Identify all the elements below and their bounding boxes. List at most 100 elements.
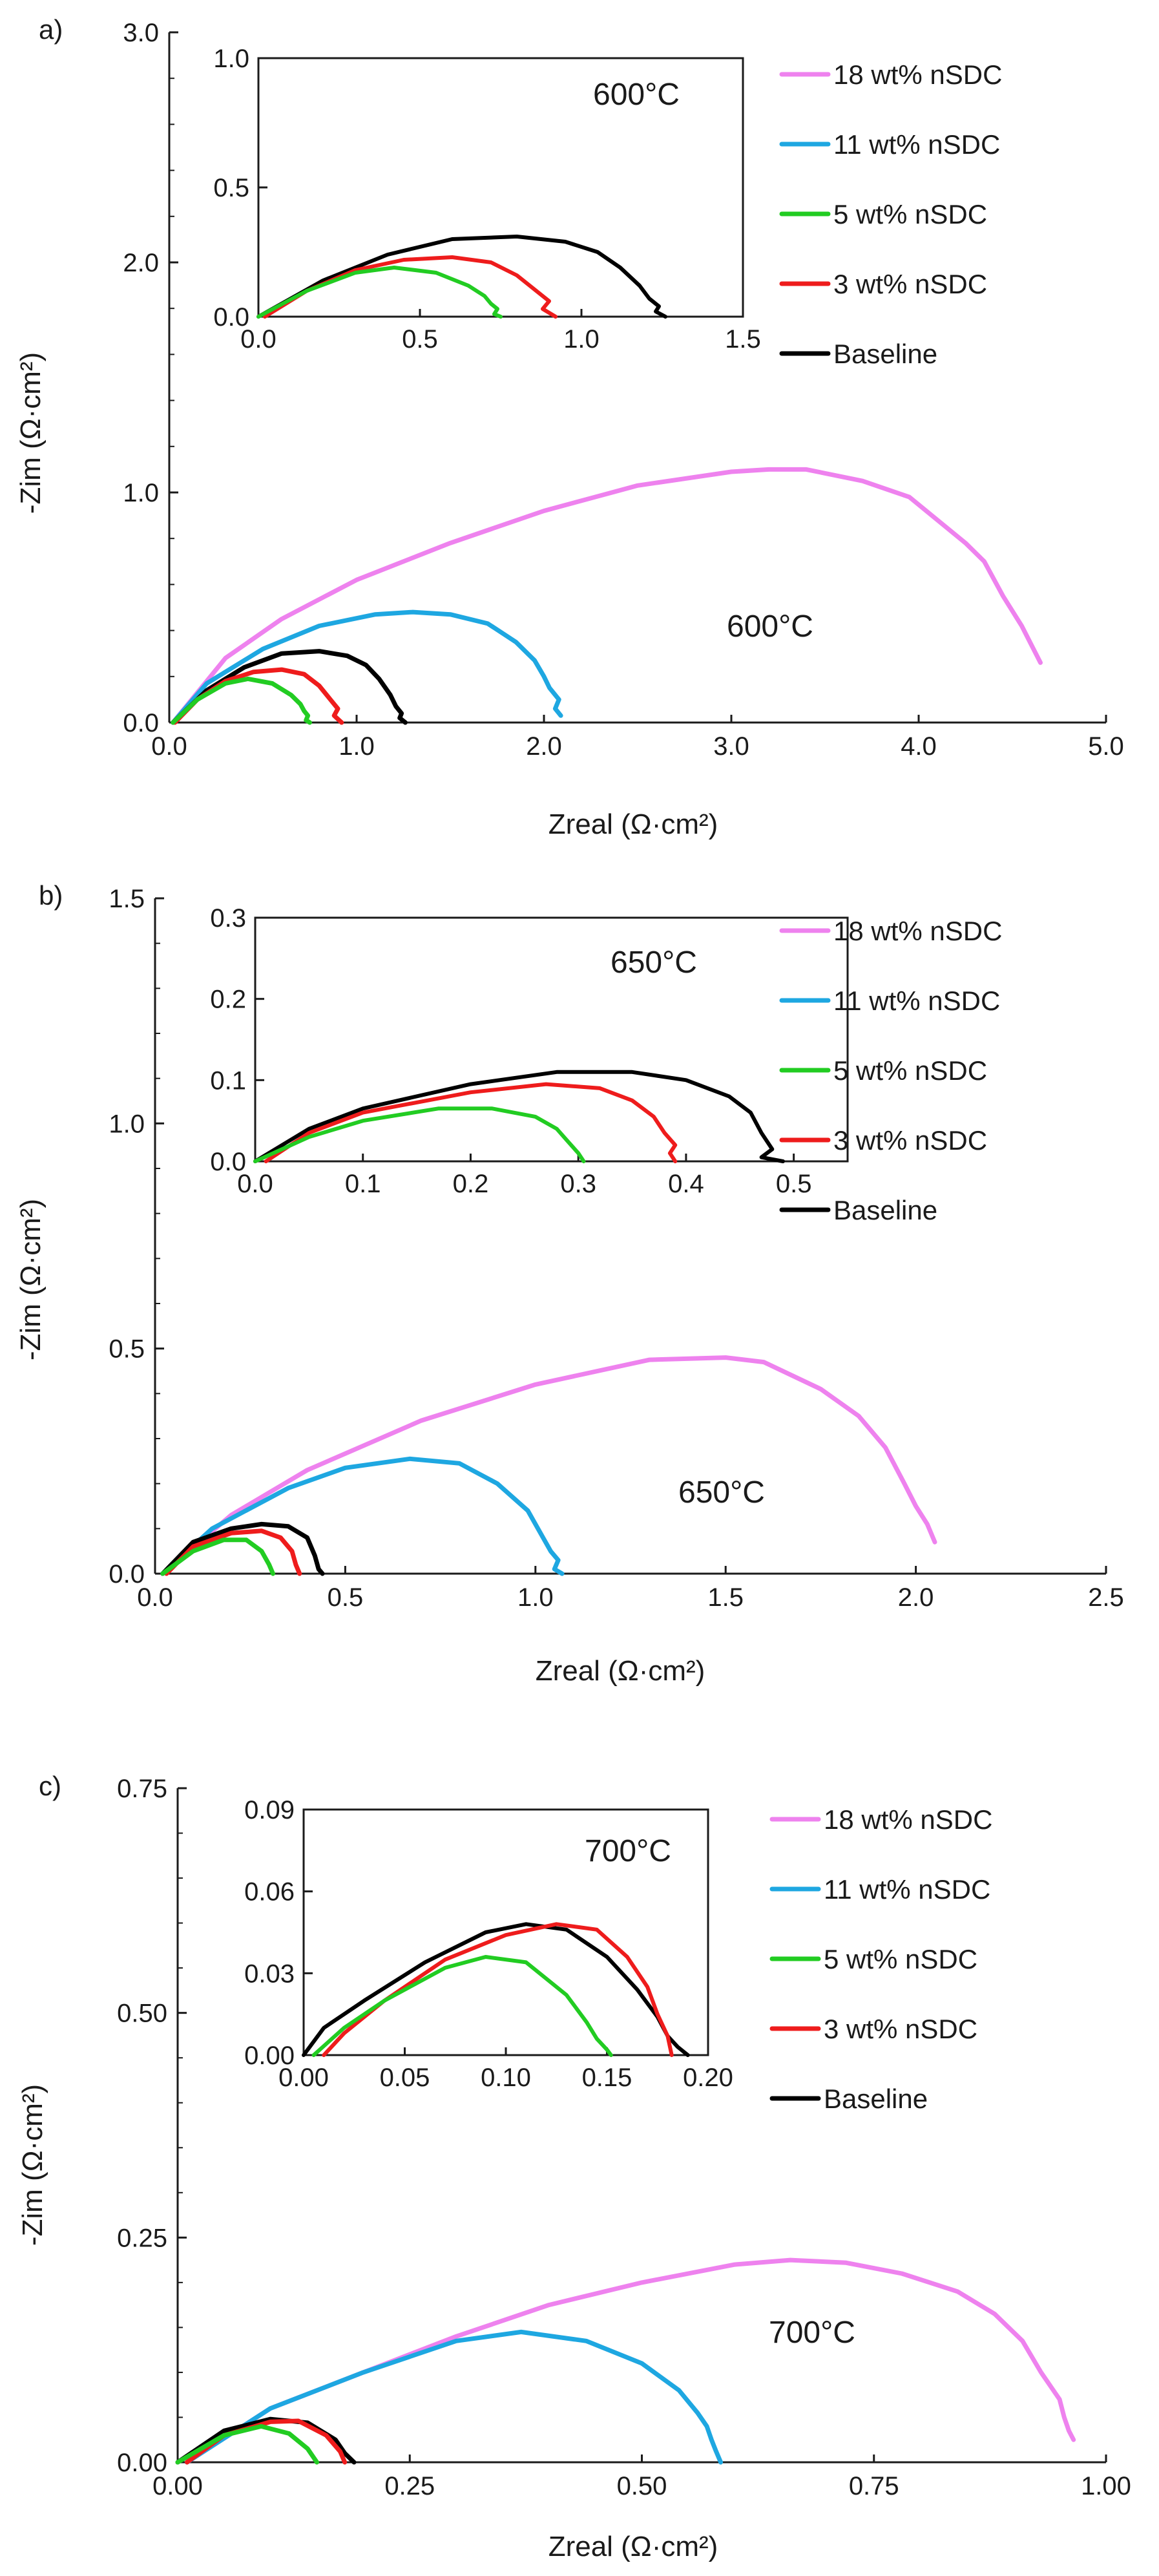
chart-4-x-tick-label: 0.00 — [152, 2472, 203, 2500]
panel-b-inset-temperature-label: 650°C — [611, 945, 697, 980]
chart-3-y-tick-label: 0.1 — [210, 1066, 246, 1095]
chart-5-x-tick-label: 0.10 — [481, 2064, 531, 2092]
chart-4-y-tick-label: 0.50 — [117, 2000, 167, 2028]
chart-2-series-baseline — [160, 1521, 325, 1576]
chart-0-series-18-wt-nsdc — [171, 467, 1043, 725]
legend-a-entry-11-wt-nsdc: 11 wt% nSDC — [833, 129, 1000, 160]
chart-3-y-tick-label: 0.0 — [210, 1148, 246, 1176]
chart-1-x-tick-label: 1.5 — [725, 325, 761, 354]
chart-0-y-tick-label: 3.0 — [123, 19, 159, 47]
chart-4-y-tick-label: 0.75 — [117, 1775, 167, 1803]
chart-1-y-tick-label: 1.0 — [213, 45, 249, 73]
chart-1-series-baseline — [256, 235, 667, 319]
chart-0-series-baseline — [171, 649, 408, 725]
legend-c-entry-baseline: Baseline — [824, 2084, 928, 2114]
chart-5-x-tick-label: 0.05 — [380, 2064, 430, 2092]
chart-4-series-baseline — [175, 2416, 357, 2465]
panel-a-chart: a) -Zim (Ω·cm²) Zreal (Ω·cm²) 600°C 0.0 1… — [15, 14, 1124, 840]
chart-3-x-tick-label: 0.1 — [345, 1170, 381, 1198]
chart-4-series-11-wt-nsdc — [184, 2329, 724, 2465]
chart-2-series-5-wt-nsdc — [160, 1537, 275, 1576]
chart-5-inset-frame — [302, 1808, 709, 2056]
chart-5-series-5-wt-nsdc — [311, 1955, 613, 2057]
chart-2-series-11-wt-nsdc — [160, 1456, 565, 1576]
chart-5-y-tick-label: 0.06 — [244, 1878, 295, 1906]
chart-0-x-tick-label: 1.0 — [339, 732, 375, 761]
legend-b-entry-18-wt-nsdc: 18 wt% nSDC — [833, 916, 1002, 946]
chart-1-x-tick-label: 0.0 — [240, 325, 277, 354]
chart-2-x-tick-label: 1.0 — [517, 1583, 554, 1612]
legend-a-entry-5-wt-nsdc: 5 wt% nSDC — [833, 199, 987, 229]
chart-5-y-tick-label: 0.09 — [244, 1796, 295, 1824]
chart-5-y-tick-label: 0.03 — [244, 1959, 295, 1988]
chart-3-x-tick-label: 0.2 — [453, 1170, 489, 1198]
chart-1-y-tick-label: 0.0 — [213, 303, 249, 332]
chart-4-series-18-wt-nsdc — [184, 2257, 1076, 2465]
chart-0-y-tick-label: 0.0 — [123, 709, 159, 737]
legend-a-entry-baseline: Baseline — [833, 339, 937, 369]
chart-4-x-tick-label: 0.25 — [384, 2472, 435, 2500]
legend-c-entry-5-wt-nsdc: 5 wt% nSDC — [824, 1944, 977, 1974]
chart-5-x-tick-label: 0.20 — [683, 2064, 733, 2092]
chart-0-series-5-wt-nsdc — [171, 676, 312, 725]
chart-4-x-tick-label: 0.75 — [849, 2472, 899, 2500]
chart-2-x-tick-label: 2.5 — [1088, 1583, 1124, 1612]
panel-c-temperature-label: 700°C — [769, 2316, 855, 2350]
panel-a-inset-temperature-label: 600°C — [593, 78, 680, 112]
panel-b-chart: b) -Zim (Ω·cm²) Zreal (Ω·cm²) 650°C 0.0 0… — [15, 880, 1124, 1687]
panel-a-y-axis-label: -Zim (Ω·cm²) — [15, 352, 47, 514]
panel-a-label: a) — [39, 14, 63, 45]
panel-b-temperature-label: 650°C — [678, 1475, 765, 1510]
chart-2-series-18-wt-nsdc — [160, 1355, 937, 1576]
panel-c-inset-temperature-label: 700°C — [585, 1834, 671, 1868]
chart-3-x-tick-label: 0.4 — [668, 1170, 704, 1198]
chart-5-x-tick-label: 0.15 — [582, 2064, 632, 2092]
chart-3-series-5-wt-nsdc — [253, 1106, 586, 1163]
legend-b-entry-11-wt-nsdc: 11 wt% nSDC — [833, 986, 1000, 1016]
legend-a-entry-18-wt-nsdc: 18 wt% nSDC — [833, 59, 1002, 90]
chart-4-series-5-wt-nsdc — [175, 2423, 319, 2465]
panel-a-temperature-label: 600°C — [727, 609, 813, 644]
chart-3-y-tick-label: 0.2 — [210, 986, 246, 1014]
panel-b-x-axis-label: Zreal (Ω·cm²) — [536, 1655, 705, 1687]
chart-2-x-tick-label: 2.0 — [898, 1583, 934, 1612]
panel-c-label: c) — [39, 1771, 61, 1801]
chart-2-y-tick-label: 0.5 — [109, 1335, 145, 1364]
chart-4-x-tick-label: 1.00 — [1081, 2472, 1131, 2500]
panel-b-legend: 18 wt% nSDC 11 wt% nSDC 5 wt% nSDC 3 wt% nS… — [779, 916, 1002, 1225]
legend-b-entry-3-wt-nsdc: 3 wt% nSDC — [833, 1125, 987, 1156]
chart-0-y-tick-label: 2.0 — [123, 249, 159, 277]
chart-2-y-tick-label: 1.0 — [109, 1110, 145, 1138]
legend-c-entry-18-wt-nsdc: 18 wt% nSDC — [824, 1804, 992, 1835]
panel-c-legend: 18 wt% nSDC 11 wt% nSDC 5 wt% nSDC 3 wt% nS… — [769, 1804, 992, 2114]
chart-3-inset-frame — [254, 916, 849, 1163]
chart-0-x-tick-label: 5.0 — [1088, 732, 1124, 761]
chart-1-y-tick-label: 0.5 — [213, 174, 249, 202]
chart-2-y-tick-label: 0.0 — [109, 1560, 145, 1589]
chart-1-x-tick-label: 1.0 — [563, 325, 600, 354]
legend-c-entry-3-wt-nsdc: 3 wt% nSDC — [824, 2014, 977, 2044]
chart-4-y-tick-label: 0.25 — [117, 2224, 167, 2252]
panel-c-chart: c) -Zim (Ω·cm²) Zreal (Ω·cm²) 700°C 0.00… — [17, 1771, 1131, 2562]
panel-a-legend: 18 wt% nSDC 11 wt% nSDC 5 wt% nSDC 3 wt% nS… — [779, 59, 1002, 369]
chart-0-series-11-wt-nsdc — [171, 609, 563, 725]
legend-b-entry-5-wt-nsdc: 5 wt% nSDC — [833, 1055, 987, 1086]
chart-4-x-tick-label: 0.50 — [617, 2472, 667, 2500]
panel-b-y-axis-label: -Zim (Ω·cm²) — [15, 1199, 47, 1360]
panel-b-label: b) — [39, 880, 63, 911]
chart-3-x-tick-label: 0.5 — [776, 1170, 812, 1198]
chart-1-x-tick-label: 0.5 — [402, 325, 438, 354]
chart-5-y-tick-label: 0.00 — [244, 2042, 295, 2070]
chart-0-x-tick-label: 3.0 — [713, 732, 749, 761]
legend-b-entry-baseline: Baseline — [833, 1195, 937, 1225]
legend-c-entry-11-wt-nsdc: 11 wt% nSDC — [824, 1874, 990, 1905]
chart-4-y-tick-label: 0.00 — [117, 2449, 167, 2477]
chart-3-series-3-wt-nsdc — [264, 1082, 678, 1163]
chart-0-y-tick-label: 1.0 — [123, 479, 159, 507]
chart-0-x-tick-label: 4.0 — [901, 732, 937, 761]
chart-2-series-3-wt-nsdc — [164, 1528, 302, 1576]
chart-3-x-tick-label: 0.3 — [560, 1170, 596, 1198]
chart-2-y-tick-label: 1.5 — [109, 885, 145, 913]
panel-c-x-axis-label: Zreal (Ω·cm²) — [548, 2531, 718, 2562]
